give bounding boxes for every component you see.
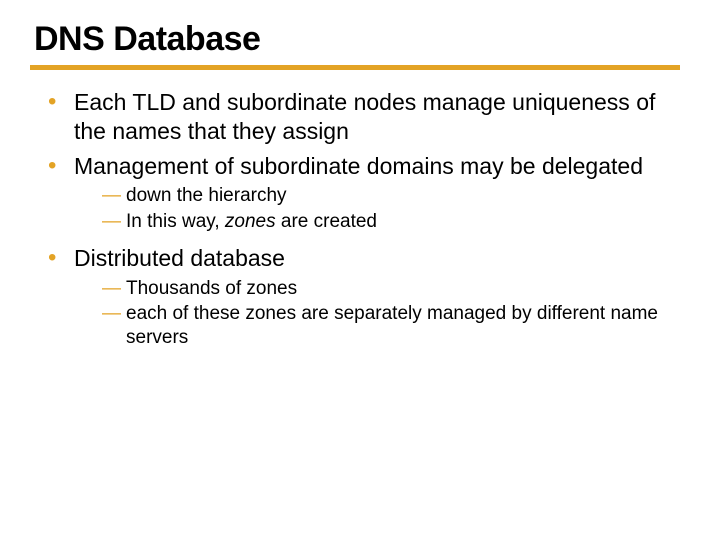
sub-bullet-suffix: are created	[276, 211, 377, 232]
title-underline	[30, 65, 680, 70]
sub-bullet-prefix: In this way,	[126, 211, 225, 232]
slide-container: DNS Database Each TLD and subordinate no…	[0, 0, 720, 540]
bullet-item: Each TLD and subordinate nodes manage un…	[48, 88, 680, 146]
slide-title: DNS Database	[30, 20, 680, 65]
bullet-item: Management of subordinate domains may be…	[48, 152, 680, 234]
bullet-item: Distributed database Thousands of zones …	[48, 244, 680, 350]
sub-bullet-italic: zones	[225, 211, 276, 232]
bullet-text: Management of subordinate domains may be…	[74, 153, 643, 179]
sub-bullet-text: Thousands of zones	[126, 278, 297, 299]
bullet-text: Each TLD and subordinate nodes manage un…	[74, 89, 655, 144]
sub-bullet-item: each of these zones are separately manag…	[102, 302, 680, 350]
sub-bullet-item: Thousands of zones	[102, 277, 680, 301]
sub-bullet-text: down the hierarchy	[126, 185, 287, 206]
sub-bullet-text: each of these zones are separately manag…	[126, 303, 658, 348]
bullet-list: Each TLD and subordinate nodes manage un…	[30, 88, 680, 350]
bullet-text: Distributed database	[74, 245, 285, 271]
sub-bullet-item: In this way, zones are created	[102, 210, 680, 234]
sub-list: down the hierarchy In this way, zones ar…	[74, 184, 680, 234]
sub-bullet-item: down the hierarchy	[102, 184, 680, 208]
sub-list: Thousands of zones each of these zones a…	[74, 277, 680, 350]
